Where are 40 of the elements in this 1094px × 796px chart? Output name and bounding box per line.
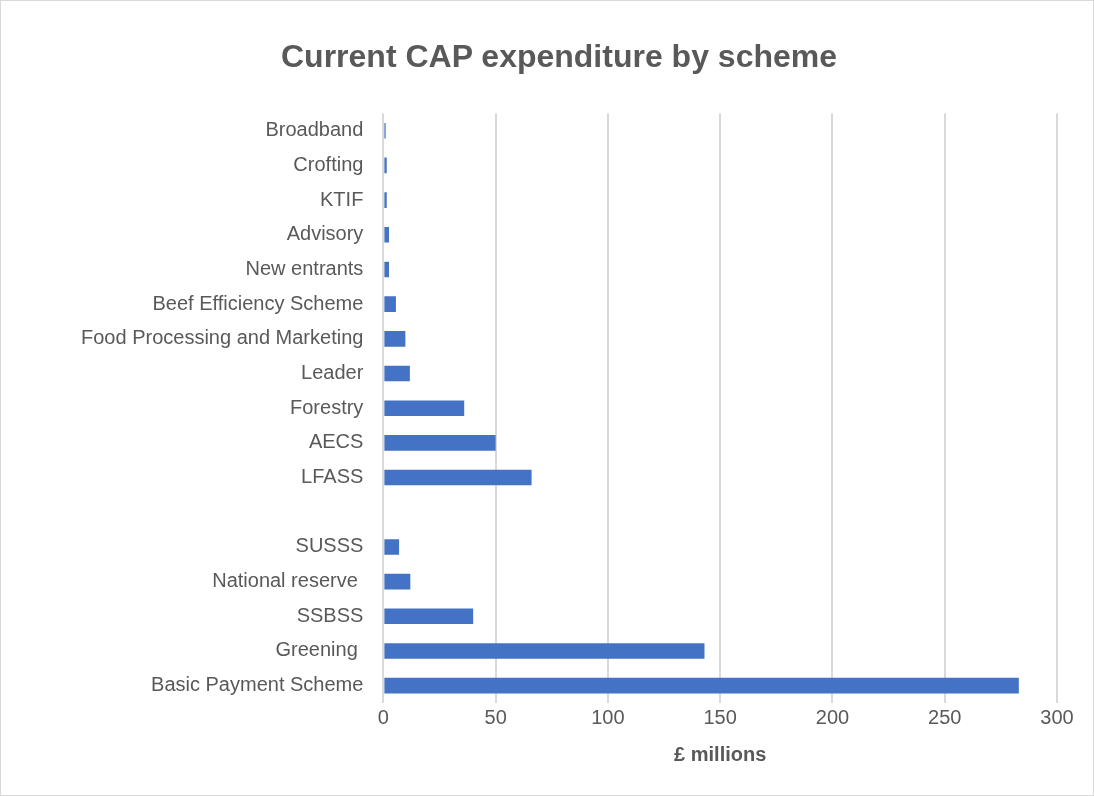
x-tick-label: 50 xyxy=(484,705,507,728)
y-tick-label: Greening xyxy=(275,638,364,661)
x-tick-label: 200 xyxy=(815,705,850,728)
y-tick-label: Beef Efficiency Scheme xyxy=(152,291,364,314)
y-tick-label: New entrants xyxy=(245,256,364,279)
x-tick-label: 0 xyxy=(377,705,389,728)
bar xyxy=(384,400,465,416)
x-tick-label: 250 xyxy=(928,705,962,728)
y-tick-label: LFASS xyxy=(301,465,364,488)
x-tick-label: 100 xyxy=(591,705,625,728)
x-axis-title: £ millions xyxy=(674,742,767,765)
y-tick-label: AECS xyxy=(308,430,364,453)
bar xyxy=(384,573,411,590)
bar xyxy=(384,677,1019,694)
bar xyxy=(384,539,400,555)
bar xyxy=(384,192,387,208)
y-tick-label: Food Processing and Marketing xyxy=(81,326,364,349)
bar xyxy=(384,261,389,278)
y-tick-label: Leader xyxy=(301,361,364,384)
bar xyxy=(384,643,705,659)
y-tick-label: Broadband xyxy=(265,118,364,141)
bar xyxy=(384,435,496,451)
x-tick-label: 300 xyxy=(1040,705,1074,728)
bar xyxy=(384,226,389,243)
bar xyxy=(384,296,396,312)
y-tick-label: Forestry xyxy=(290,395,364,418)
y-tick-label: SUSSS xyxy=(295,534,364,557)
bar xyxy=(384,331,406,347)
y-tick-label: SSBSS xyxy=(296,603,364,626)
y-tick-label: National reserve xyxy=(212,569,364,592)
chart-title: Current CAP expenditure by scheme xyxy=(280,38,838,75)
bar xyxy=(384,365,410,382)
y-tick-label: Basic Payment Scheme xyxy=(151,673,364,696)
bar xyxy=(384,608,474,625)
bar xyxy=(384,157,387,174)
x-tick-label: 150 xyxy=(703,705,737,728)
y-tick-label: Advisory xyxy=(286,222,364,245)
y-tick-label: Crofting xyxy=(293,152,364,175)
bar xyxy=(384,469,532,486)
y-tick-label: KTIF xyxy=(320,187,364,210)
